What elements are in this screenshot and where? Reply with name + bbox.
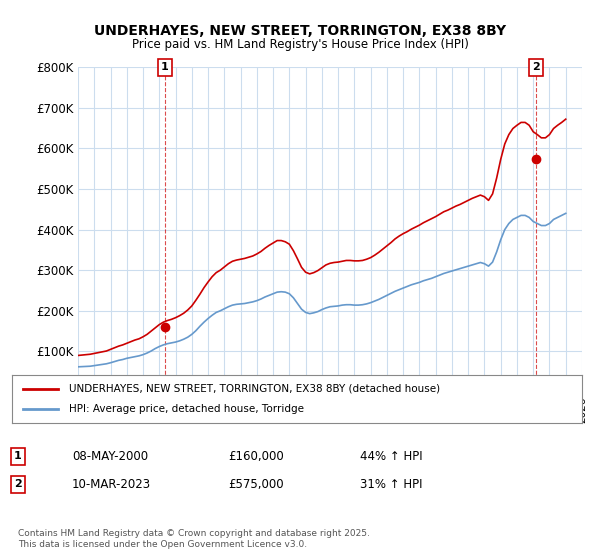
Text: 2: 2 (532, 62, 540, 72)
Text: 10-MAR-2023: 10-MAR-2023 (72, 478, 151, 491)
Text: Price paid vs. HM Land Registry's House Price Index (HPI): Price paid vs. HM Land Registry's House … (131, 38, 469, 52)
Text: 44% ↑ HPI: 44% ↑ HPI (360, 450, 422, 463)
Text: UNDERHAYES, NEW STREET, TORRINGTON, EX38 8BY (detached house): UNDERHAYES, NEW STREET, TORRINGTON, EX38… (69, 384, 440, 394)
Text: £575,000: £575,000 (228, 478, 284, 491)
Text: Contains HM Land Registry data © Crown copyright and database right 2025.
This d: Contains HM Land Registry data © Crown c… (18, 529, 370, 549)
Text: 1: 1 (14, 451, 22, 461)
Text: £160,000: £160,000 (228, 450, 284, 463)
Text: 31% ↑ HPI: 31% ↑ HPI (360, 478, 422, 491)
Text: 1: 1 (161, 62, 169, 72)
Text: 08-MAY-2000: 08-MAY-2000 (72, 450, 148, 463)
Text: HPI: Average price, detached house, Torridge: HPI: Average price, detached house, Torr… (69, 404, 304, 414)
Text: UNDERHAYES, NEW STREET, TORRINGTON, EX38 8BY: UNDERHAYES, NEW STREET, TORRINGTON, EX38… (94, 24, 506, 38)
Text: 2: 2 (14, 479, 22, 489)
